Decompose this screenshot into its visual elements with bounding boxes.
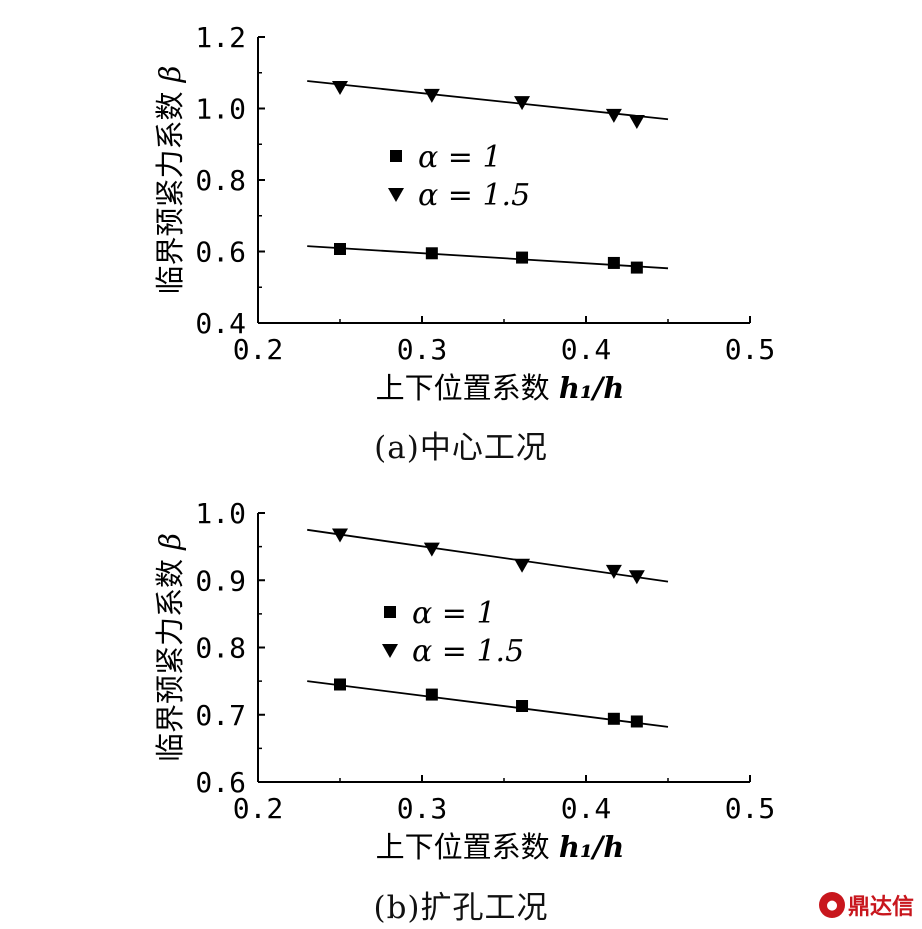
data-point-triangle	[514, 558, 531, 573]
legend-label: α = 1.5	[412, 634, 524, 669]
dingdaxin-logo-icon: ●	[818, 892, 845, 918]
chart-panel-b	[0, 484, 922, 882]
watermark-text: 鼎达信	[847, 895, 914, 920]
legend-label: α = 1	[418, 140, 502, 175]
caption-a: (a)中心工况	[374, 430, 548, 466]
data-point-square	[516, 700, 529, 713]
fit-line-1	[307, 245, 669, 270]
y-tick-label: 0.4	[195, 307, 246, 340]
legend-label: α = 1	[412, 596, 496, 631]
data-point-square	[630, 715, 643, 728]
legend-marker-square	[384, 606, 396, 618]
data-point-triangle	[332, 81, 348, 96]
data-point-square	[334, 678, 346, 691]
data-point-triangle	[605, 108, 622, 123]
data-point-triangle	[514, 96, 531, 111]
fit-line-2	[307, 80, 669, 121]
data-point-square	[630, 261, 643, 274]
legend-label: α = 1.5	[418, 178, 530, 213]
data-point-triangle	[423, 542, 440, 557]
y-tick-label: 0.9	[195, 564, 246, 597]
x-tick-label: 0.4	[561, 792, 612, 825]
x-tick-label: 0.3	[397, 792, 448, 825]
data-point-square	[607, 256, 620, 269]
y-tick-label: 1.0	[195, 497, 246, 530]
x-tick-label: 0.5	[725, 333, 776, 366]
chart-b: 0.6 0.7 0.8 0.9 1.0 0.2 0.3 0.4 0.5 上下位置系数 h₁/h 临界…	[153, 497, 776, 864]
y-tick-label: 0.6	[195, 236, 246, 269]
data-point-square	[607, 712, 620, 725]
fit-line-1	[307, 680, 669, 728]
data-point-triangle	[628, 570, 645, 585]
chart-panel-a	[0, 0, 922, 404]
fit-line-2	[307, 528, 669, 583]
x-tick-label: 0.5	[725, 792, 776, 825]
legend-marker-triangle	[382, 644, 398, 658]
y-tick-label: 1.0	[195, 93, 246, 126]
y-tick-label: 0.7	[195, 699, 246, 732]
data-point-triangle	[628, 115, 645, 130]
y-tick-label: 0.8	[195, 632, 246, 665]
y-tick-label: 0.6	[195, 766, 246, 799]
y-tick-label: 0.8	[195, 164, 246, 197]
data-point-square	[516, 251, 529, 264]
y-axis-label: 临界预紧力系数 β	[153, 66, 187, 295]
data-point-square	[334, 242, 346, 255]
x-tick-label: 0.3	[397, 333, 448, 366]
caption-b: (b)扩孔工况	[373, 890, 549, 926]
x-tick-label: 0.2	[233, 333, 284, 366]
data-point-triangle	[423, 88, 440, 103]
x-axis-label: 上下位置系数 h₁/h	[376, 830, 625, 864]
x-tick-label: 0.2	[233, 792, 284, 825]
x-tick-label: 0.4	[561, 333, 612, 366]
y-axis-label: 临界预紧力系数 β	[153, 533, 187, 762]
data-point-square	[425, 247, 438, 260]
legend-marker-triangle	[388, 188, 404, 202]
data-point-triangle	[332, 528, 348, 543]
data-point-triangle	[605, 564, 622, 579]
x-axis-label: 上下位置系数 h₁/h	[376, 371, 625, 404]
watermark: ● 鼎达信	[818, 889, 914, 921]
data-point-square	[425, 688, 438, 701]
legend-marker-square	[390, 150, 402, 162]
y-tick-label: 1.2	[195, 21, 246, 54]
chart-a: 0.4 0.6 0.8 1.0 1.2 0.2 0.3 0.4 0.5 上下位置系数 h₁/h 临界…	[153, 21, 776, 404]
